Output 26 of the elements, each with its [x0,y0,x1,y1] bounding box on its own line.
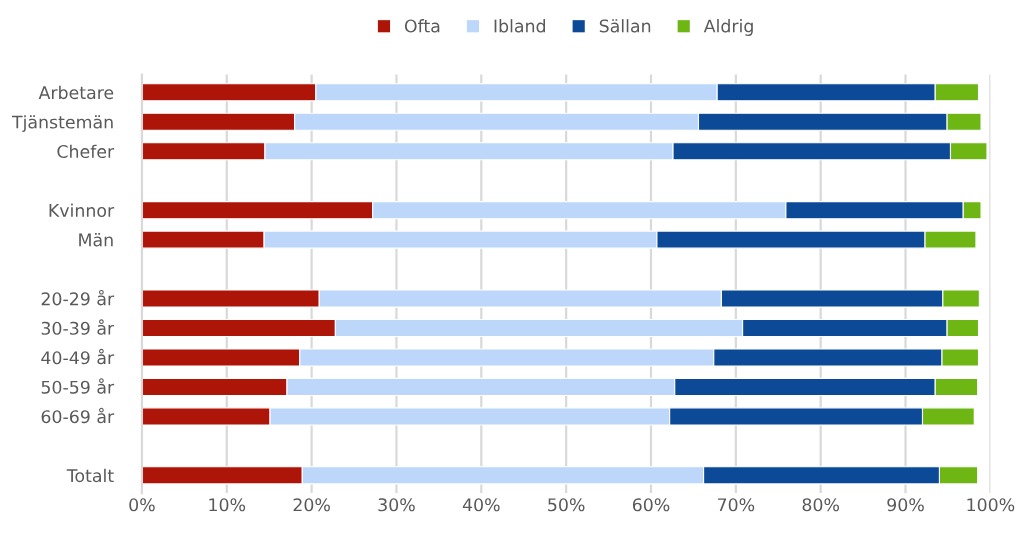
x-tick-label: 100% [967,498,1015,512]
x-tick-label: 20% [293,498,330,512]
y-tick-label: 30-39 år [41,319,115,335]
legend-label: Sällan [599,19,651,33]
legend-label: Aldrig [703,19,753,36]
y-tick-label: Chefer [57,144,115,159]
y-tick-label: Män [79,233,113,247]
y-tick-label: Kvinnor [49,203,115,217]
y-tick-label: Totalt [66,468,114,483]
x-tick-label: 40% [462,498,500,512]
x-tick-label: 0% [129,498,155,512]
legend-label: Ibland [494,19,545,33]
y-tick-label: Tjänstemän [11,115,113,132]
y-tick-label: 40-49 år [41,348,115,365]
x-tick-label: 70% [717,498,755,512]
y-tick-label: Arbetare [38,85,114,100]
x-tick-label: 10% [209,498,246,512]
x-tick-label: 60% [632,498,670,512]
x-tick-label: 30% [378,498,415,512]
x-tick-label: 50% [548,498,585,512]
legend-label: Ofta [404,19,440,33]
y-tick-label: 60-69 år [41,407,115,424]
y-tick-label: 50-59 år [41,378,115,394]
x-tick-label: 90% [887,498,924,512]
x-tick-label: 80% [802,498,840,512]
y-tick-label: 20-29 år [41,289,115,306]
